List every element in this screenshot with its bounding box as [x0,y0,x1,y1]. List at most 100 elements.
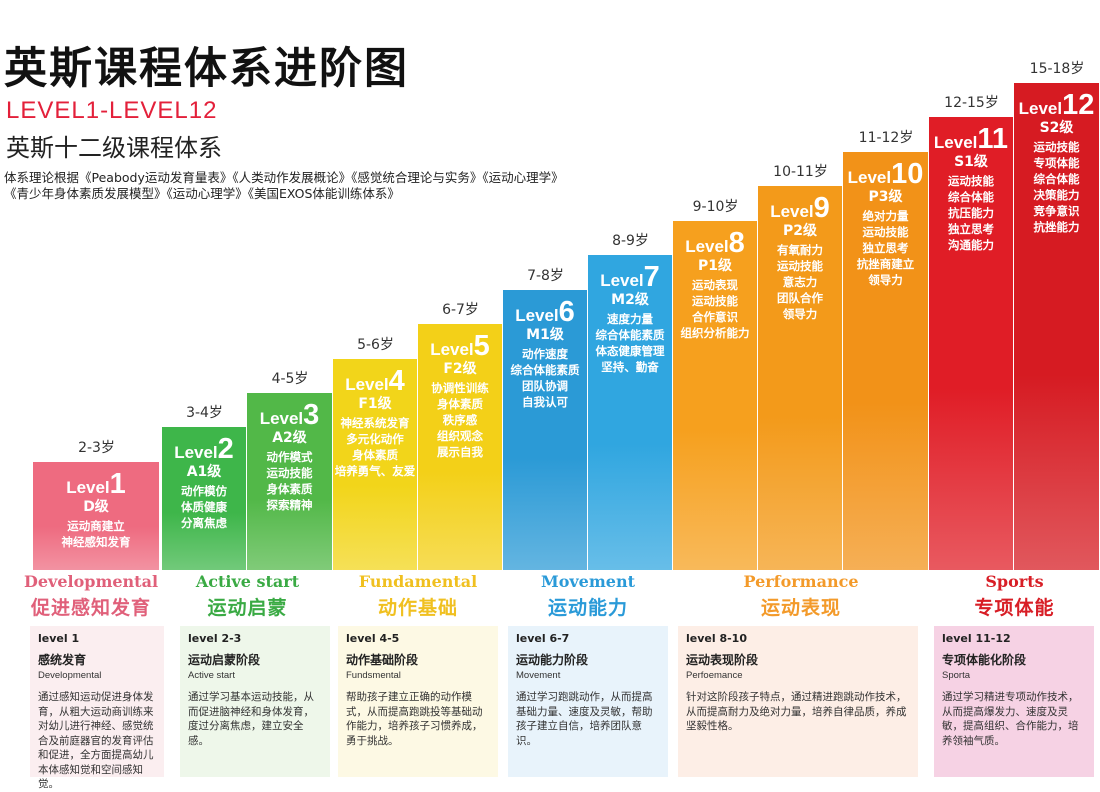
goal-item: 竞争意识 [1033,204,1080,218]
level-step: Level12 S2级 运动技能 专项体能 综合体能 决策能力 竞争意识 抗挫能力 [1014,83,1099,570]
goal-list: 速度力量 综合体能素质 体态健康管理 坚持、勤奋 [588,311,672,375]
level-heading: Level5 [418,330,502,363]
goal-item: 运动技能 [862,225,909,239]
level-number: 4 [388,365,405,397]
phase-label: Movement 运动能力 [503,572,673,620]
level-word: Level [685,237,729,256]
goal-item: 组织观念 [437,429,483,443]
age-label: 2-3岁 [78,440,115,456]
goal-item: 抗压能力 [948,206,994,220]
level-heading: Level1 [33,468,159,501]
level-heading: Level10 [843,158,928,191]
goal-item: 运动技能 [1033,140,1080,154]
grade-label: S1级 [954,154,988,170]
goal-item: 动作模式 [266,450,313,464]
references: 体系理论根据《Peabody运动发育量表》《人类动作发展概论》《感觉统合理论与实… [4,170,564,202]
level-number: 3 [303,399,320,431]
goal-item: 综合体能素质 [510,363,580,377]
age-label: 6-7岁 [442,302,479,318]
phase-english: Performance [743,572,859,591]
goal-item: 抗挫商建立 [856,257,915,271]
grade-label: P1级 [697,258,732,274]
goal-item: 坚持、勤奋 [601,360,659,374]
level-word: Level [430,340,474,359]
level-step: Level4 F1级 神经系统发育 多元化动作 身体素质 培养勇气、友爱 [333,359,417,570]
goal-list: 动作模式 运动技能 身体素质 探索精神 [247,449,332,513]
goal-list: 有氧耐力 运动技能 意志力 团队合作 领导力 [758,242,842,322]
level-heading: Level6 [503,296,587,329]
stage-level: level 2-3 [188,632,242,645]
goal-item: 动作速度 [522,347,568,361]
goal-list: 运动商建立 神经感知发育 [33,518,159,550]
level-heading: Level8 [673,227,757,260]
level-heading: Level11 [929,123,1013,156]
age-label: 15-18岁 [1029,61,1085,77]
grade-label: F1级 [358,396,392,412]
level-number: 9 [813,192,830,224]
goal-item: 绝对力量 [862,209,909,223]
goal-item: 动作模仿 [181,484,227,498]
phase-label: Fundamental 动作基础 [333,572,503,620]
level-step: Level11 S1级运动技能 综合体能 抗压能力 独立思考 沟通能力 [929,117,1013,570]
level-step: Level2 A1级 动作模仿 体质健康 分离焦虑 [162,427,246,570]
level-word: Level [933,133,978,152]
stage-english: Active start [188,670,235,681]
phase-label: Developmental 促进感知发育 [20,572,162,620]
phase-label: Sports 专项体能 [929,572,1100,620]
stage-english: Sporta [942,670,970,681]
phase-chinese: 运动启蒙 [207,597,288,619]
level-number: 5 [473,330,490,362]
stage-level: level 8-10 [686,632,747,645]
age-label: 4-5岁 [271,371,309,387]
stage-level: level 4-5 [346,632,400,645]
grade-label: S2级 [1039,120,1074,136]
goal-item: 速度力量 [607,312,653,326]
level-word: Level [345,375,389,394]
level-number: 1 [109,468,126,500]
level-heading: Level9 [758,192,842,225]
stage-level: level 6-7 [516,632,570,645]
goal-item: 展示自我 [437,445,483,459]
level-step: Level8 P1级 运动表现 运动技能 合作意识 组织分析能力 [673,221,757,570]
goal-item: 有氧耐力 [777,243,823,257]
goal-item: 综合体能素质 [595,328,665,342]
grade-label: P3级 [868,189,903,205]
stage-text: 通过学习精进专项动作技术，从而提高爆发力、速度及灵敏，提高组织、合作能力，培养领… [942,691,1079,747]
goal-item: 分离焦虑 [181,516,227,530]
page-title: 英斯课程体系进阶图 [4,44,409,94]
stage-english: Developmental [38,670,102,681]
stage-english: Fundsmental [346,670,401,681]
level-step: Level3 A2级 动作模式 运动技能 身体素质 探索精神 [247,393,332,570]
stage-name: 专项体能化阶段 [942,653,1027,667]
goal-list: 运动技能 综合体能 抗压能力 独立思考 沟通能力 [929,173,1013,253]
goal-item: 运动技能 [692,294,738,308]
age-label: 5-6岁 [357,337,394,353]
level-word: Level [66,478,110,497]
goal-list: 协调性训练 身体素质 秩序感 组织观念 展示自我 [418,380,502,460]
goal-item: 合作意识 [692,310,738,324]
age-label: 8-9岁 [612,233,649,249]
grade-label: D级 [83,499,109,515]
goal-list: 运动表现 运动技能 合作意识 组织分析能力 [673,277,757,341]
goal-item: 协调性训练 [431,381,489,395]
phase-chinese: 专项体能 [974,597,1055,619]
level-step: Level1 D级运动商建立 神经感知发育 [33,462,159,570]
goal-item: 身体素质 [266,482,313,496]
goal-item: 运动技能 [266,466,313,480]
phase-english: Fundamental [358,572,478,591]
phase-label: Active start 运动启蒙 [162,572,333,620]
goal-list: 神经系统发育 多元化动作 身体素质 培养勇气、友爱 [333,415,417,479]
level-number: 2 [217,433,234,465]
stage-english: Perfoemance [686,670,743,681]
goal-item: 领导力 [868,273,903,287]
grade-label: P2级 [782,223,817,239]
goal-item: 多元化动作 [346,432,404,446]
stage-description: level 1 感统发育 Developmental 通过感知运动促进身体发育，从粗大… [30,626,164,790]
goal-item: 意志力 [782,275,818,289]
level-step: Level9 P2级有氧耐力 运动技能 意志力 团队合作 领导力 [758,186,842,570]
goal-item: 身体素质 [352,448,398,462]
phase-chinese: 促进感知发育 [30,597,151,619]
stage-level: level 11-12 [942,632,1011,645]
stage-text: 针对这阶段孩子特点，通过精进跑跳动作技术，从而提高耐力及绝对力量，培养自律品质，… [686,691,907,732]
goal-item: 运动商建立 [67,519,125,533]
